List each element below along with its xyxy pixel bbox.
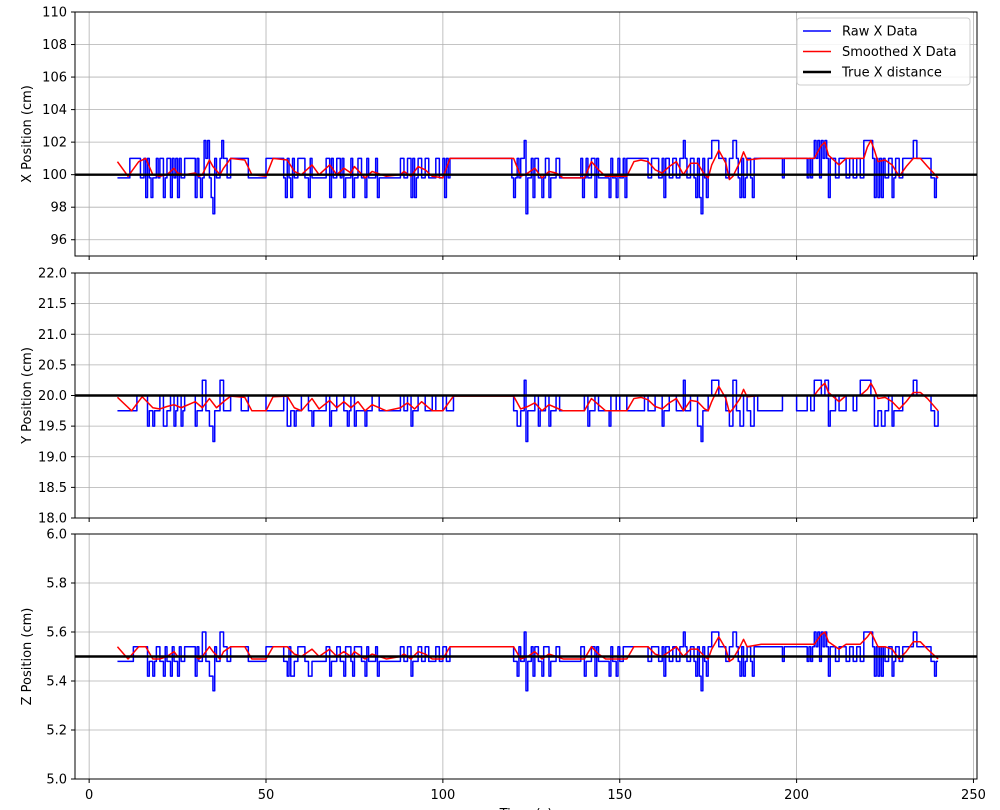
y-axis-label: X Position (cm) (20, 85, 35, 183)
y-tick-label: 102 (42, 136, 67, 151)
y-tick-label: 20.0 (38, 389, 67, 404)
axes-frame (74, 11, 978, 257)
subplot-x: 96 98 100 102 104 106 108 110 X Position (cm) Raw… (20, 6, 978, 260)
y-tick-label: 20.5 (38, 358, 67, 373)
legend-label: True X distance (841, 66, 942, 81)
subplot-y: 18.0 18.5 19.0 19.5 20.0 20.5 21.0 21.5 22.0 Y Po… (20, 267, 978, 527)
y-tick-label: 5.0 (46, 773, 67, 788)
y-tick-label: 6.0 (46, 528, 67, 543)
y-tick-label: 110 (42, 6, 67, 21)
legend-label: Raw X Data (842, 25, 918, 40)
y-tick-label: 5.6 (46, 626, 67, 641)
y-tick-label: 18.5 (38, 481, 67, 496)
y-tick-label: 5.2 (46, 724, 67, 739)
y-tick-label: 22.0 (38, 267, 67, 282)
x-axis-label: Time (s) (499, 807, 553, 810)
x-tick-label: 250 (961, 788, 986, 803)
y-axis-label: Z Position (cm) (20, 608, 35, 706)
series-line-0 (117, 631, 939, 692)
legend: Raw X Data Smoothed X Data True X distance (796, 17, 971, 86)
y-tick-label: 100 (42, 168, 67, 183)
y-tick-label: 96 (50, 233, 67, 248)
axes-frame (74, 533, 978, 780)
y-tick-label: 5.8 (46, 577, 67, 592)
x-tick-label: 50 (258, 788, 275, 803)
y-tick-label: 18.0 (38, 512, 67, 527)
y-tick-label: 106 (42, 71, 67, 86)
series-line-1 (116, 382, 939, 414)
y-axis-label: Y Position (cm) (20, 347, 35, 445)
y-tick-label: 19.0 (38, 450, 67, 465)
x-tick-label: 100 (430, 788, 455, 803)
legend-label: Smoothed X Data (842, 45, 957, 60)
y-tick-label: 104 (42, 103, 67, 118)
x-tick-label: 150 (607, 788, 632, 803)
y-tick-label: 5.4 (46, 675, 67, 690)
subplot-z: 0 50 100 150 200 250 5.0 5.2 5.4 5.6 5.8 6.0 Z Posit… (20, 528, 986, 810)
x-tick-label: 200 (784, 788, 809, 803)
series-line-0 (117, 139, 939, 215)
series-line-0 (117, 379, 939, 443)
x-tick-label: 0 (85, 788, 93, 803)
legend-box (796, 17, 971, 86)
y-tick-label: 21.0 (38, 328, 67, 343)
y-tick-label: 108 (42, 38, 67, 53)
y-tick-label: 19.5 (38, 420, 67, 435)
y-tick-label: 21.5 (38, 297, 67, 312)
y-tick-label: 98 (50, 201, 67, 216)
